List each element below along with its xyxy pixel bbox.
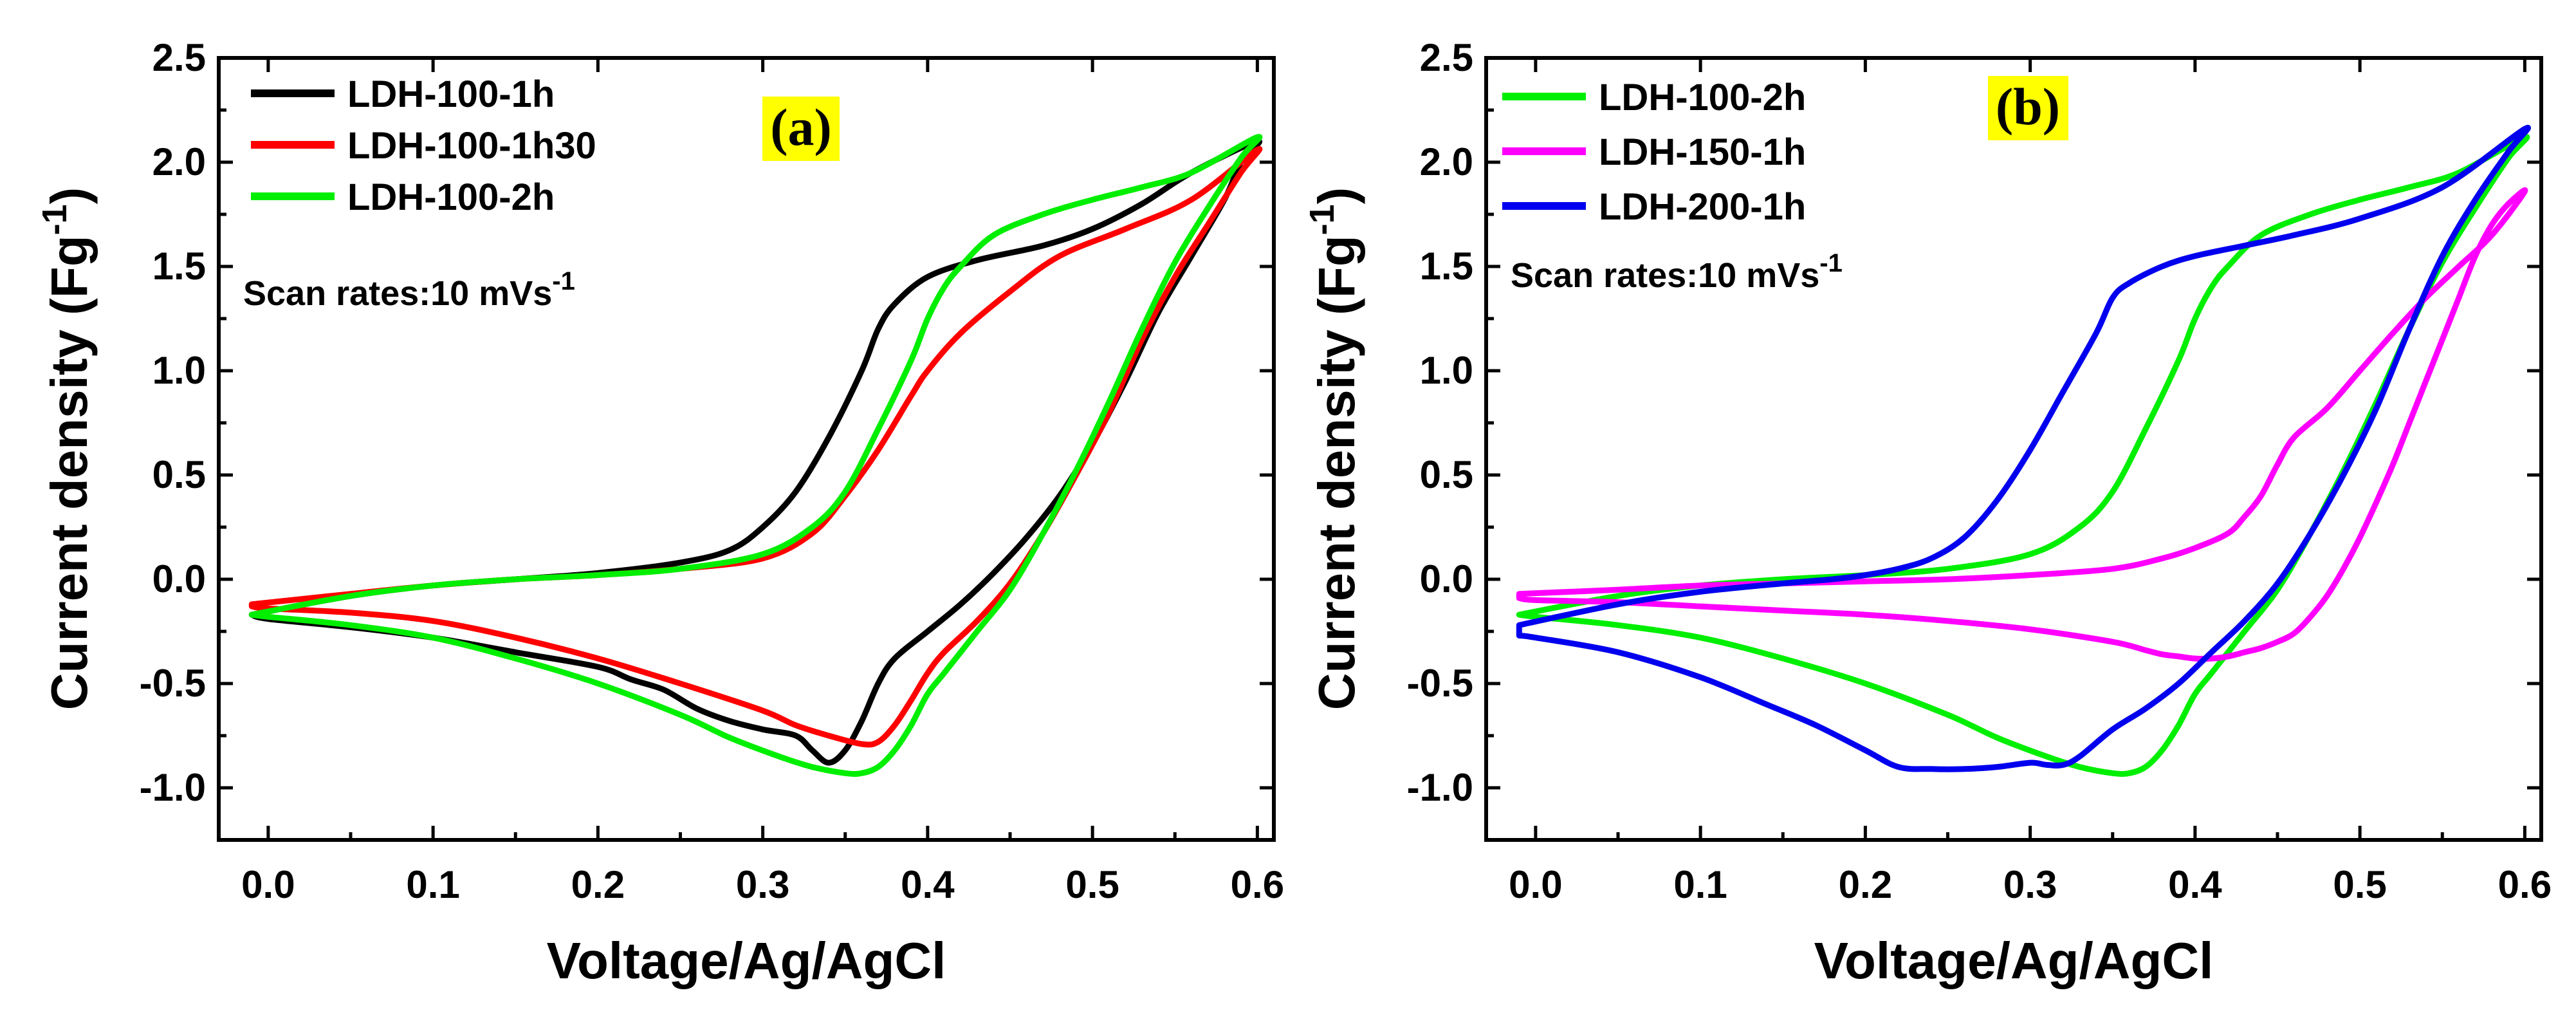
panel-b-x-axis: 0.0 0.1 0.2 0.3 0.4 0.5 0.6 <box>1509 58 2552 906</box>
panel-a-scan-rate: Scan rates:10 mVs-1 <box>243 267 575 313</box>
panel-b-x-tick-label: 0.3 <box>2003 863 2057 906</box>
legend-label-ldh-100-2h: LDH-100-2h <box>1599 77 1806 118</box>
panel-a-y-tick-label: 1.5 <box>152 245 206 288</box>
panel-a-y-axis-title: Current density (Fg-1) <box>35 187 98 710</box>
panel-b: 0.0 0.1 0.2 0.3 0.4 0.5 0.6 -1.0 -0.5 0.0 0.5 1.0 1… <box>1303 36 2552 989</box>
panel-a-frame <box>217 56 1276 842</box>
panel-b-x-tick-label: 0.1 <box>1673 863 1727 906</box>
panel-a-x-tick-label: 0.3 <box>736 863 789 906</box>
panel-b-x-tick-label: 0.4 <box>2168 863 2222 906</box>
panel-b-legend: LDH-100-2h LDH-150-1h LDH-200-1h <box>1502 77 1806 228</box>
panel-b-y-tick-label: -1.0 <box>1407 766 1473 809</box>
panel-b-frame <box>1484 56 2543 842</box>
panel-a-y-tick-label: 1.0 <box>152 349 206 392</box>
panel-a-x-axis-title: Voltage/Ag/AgCl <box>547 932 946 989</box>
panel-b-y-tick-label: 2.5 <box>1420 36 1473 79</box>
panel-a-y-tick-label: 0.0 <box>152 557 206 601</box>
panel-a-y-tick-label: -0.5 <box>140 662 206 705</box>
series-line-ldh-100-2h <box>248 134 1263 777</box>
panel-b-y-tick-label: 2.0 <box>1420 140 1473 183</box>
panel-a-y-tick-label: 2.5 <box>152 36 206 79</box>
panel-b-y-tick-label: 1.5 <box>1420 245 1473 288</box>
panel-a-x-tick-label: 0.0 <box>241 863 295 906</box>
panel-b-x-tick-label: 0.6 <box>2498 863 2552 906</box>
panel-a-y-tick-label: 0.5 <box>152 453 206 496</box>
panel-a-y-axis: -1.0 -0.5 0.0 0.5 1.0 1.5 2.0 2.5 <box>140 36 1274 842</box>
panel-a: 0.0 0.1 0.2 0.3 0.4 0.5 0.6 -1.0 -0.5 0.0 0.5 1.0 1… <box>35 36 1284 989</box>
panel-a-y-tick-label: 2.0 <box>152 140 206 183</box>
panel-b-y-tick-label: -0.5 <box>1407 662 1473 705</box>
legend-label-ldh-100-1h: LDH-100-1h <box>347 73 555 115</box>
panel-a-x-tick-label: 0.6 <box>1231 863 1284 906</box>
legend-label-ldh-150-1h: LDH-150-1h <box>1599 131 1806 173</box>
panel-b-y-axis: -1.0 -0.5 0.0 0.5 1.0 1.5 2.0 2.5 <box>1407 36 2541 842</box>
series-line-ldh-100-1h30 <box>248 145 1263 748</box>
panel-b-y-tick-label: 0.5 <box>1420 453 1473 496</box>
panel-a-label: (a) <box>770 98 832 156</box>
panel-b-x-axis-title: Voltage/Ag/AgCl <box>1814 932 2214 989</box>
panel-a-label-highlight <box>762 97 840 161</box>
legend-label-ldh-100-1h30: LDH-100-1h30 <box>347 125 596 167</box>
panel-b-label: (b) <box>1996 77 2060 136</box>
panel-b-y-axis-title: Current density (Fg-1) <box>1303 187 1365 710</box>
panel-b-plot-area <box>1516 124 2532 777</box>
panel-b-y-tick-label: 1.0 <box>1420 349 1473 392</box>
series-line-ldh-150-1h <box>1516 187 2528 662</box>
panel-b-y-tick-label: 0.0 <box>1420 557 1473 601</box>
panel-a-x-tick-label: 0.5 <box>1065 863 1119 906</box>
panel-b-x-tick-label: 0.0 <box>1509 863 1562 906</box>
panel-b-label-highlight <box>1988 76 2068 140</box>
panel-a-legend: LDH-100-1h LDH-100-1h30 LDH-100-2h <box>251 73 596 218</box>
panel-a-x-axis: 0.0 0.1 0.2 0.3 0.4 0.5 0.6 <box>241 58 1284 906</box>
panel-a-x-tick-label: 0.2 <box>571 863 625 906</box>
legend-label-ldh-100-2h: LDH-100-2h <box>347 176 555 218</box>
panel-a-y-tick-label: -1.0 <box>140 766 206 809</box>
panel-a-x-tick-label: 0.4 <box>901 863 955 906</box>
panel-b-x-tick-label: 0.2 <box>1839 863 1892 906</box>
panel-b-scan-rate: Scan rates:10 mVs-1 <box>1511 249 1843 295</box>
panel-b-x-tick-label: 0.5 <box>2333 863 2386 906</box>
panel-a-x-tick-label: 0.1 <box>406 863 459 906</box>
legend-label-ldh-200-1h: LDH-200-1h <box>1599 186 1806 228</box>
panel-a-plot-area <box>248 134 1263 777</box>
series-line-ldh-200-1h <box>1516 124 2532 772</box>
